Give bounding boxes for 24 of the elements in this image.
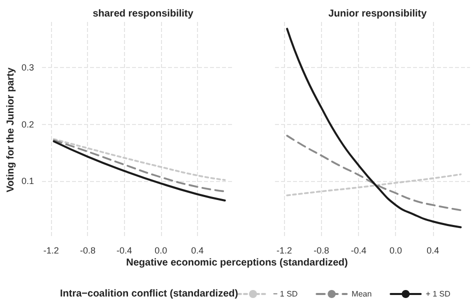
x-tick-label: 0.0: [389, 246, 402, 256]
legend-title: Intra−coalition conflict (standardized): [60, 288, 238, 300]
x-tick-label: -0.4: [350, 246, 366, 256]
x-tick-label: -0.8: [314, 246, 330, 256]
line-series: [52, 140, 226, 202]
y-tick-label: 0.2: [21, 119, 34, 130]
x-tick-label: -0.8: [80, 246, 96, 256]
y-tick-label: 0.3: [21, 62, 34, 72]
x-tick-label: -1.2: [43, 246, 59, 256]
x-tick-label: 0.4: [191, 246, 204, 256]
legend-label: − 1 SD: [273, 290, 298, 298]
x-tick-label: -1.2: [276, 246, 292, 256]
x-tick-label: 0.4: [426, 246, 440, 256]
x-tick-label: 0.0: [154, 246, 168, 256]
y-axis-title: Voting for the Junior party: [6, 67, 16, 192]
x-tick-label: -0.4: [116, 246, 132, 256]
legend-label: + 1 SD: [426, 290, 451, 298]
line-series: [52, 139, 226, 192]
chart-title: Junior responsibility: [328, 8, 428, 20]
chart-title: shared responsibility: [92, 8, 194, 20]
line-series: [52, 138, 226, 181]
x-axis-title: Negative economic perceptions (standardized): [126, 258, 348, 268]
legend-label: Mean: [352, 290, 372, 298]
y-tick-label: 0.1: [21, 176, 34, 186]
